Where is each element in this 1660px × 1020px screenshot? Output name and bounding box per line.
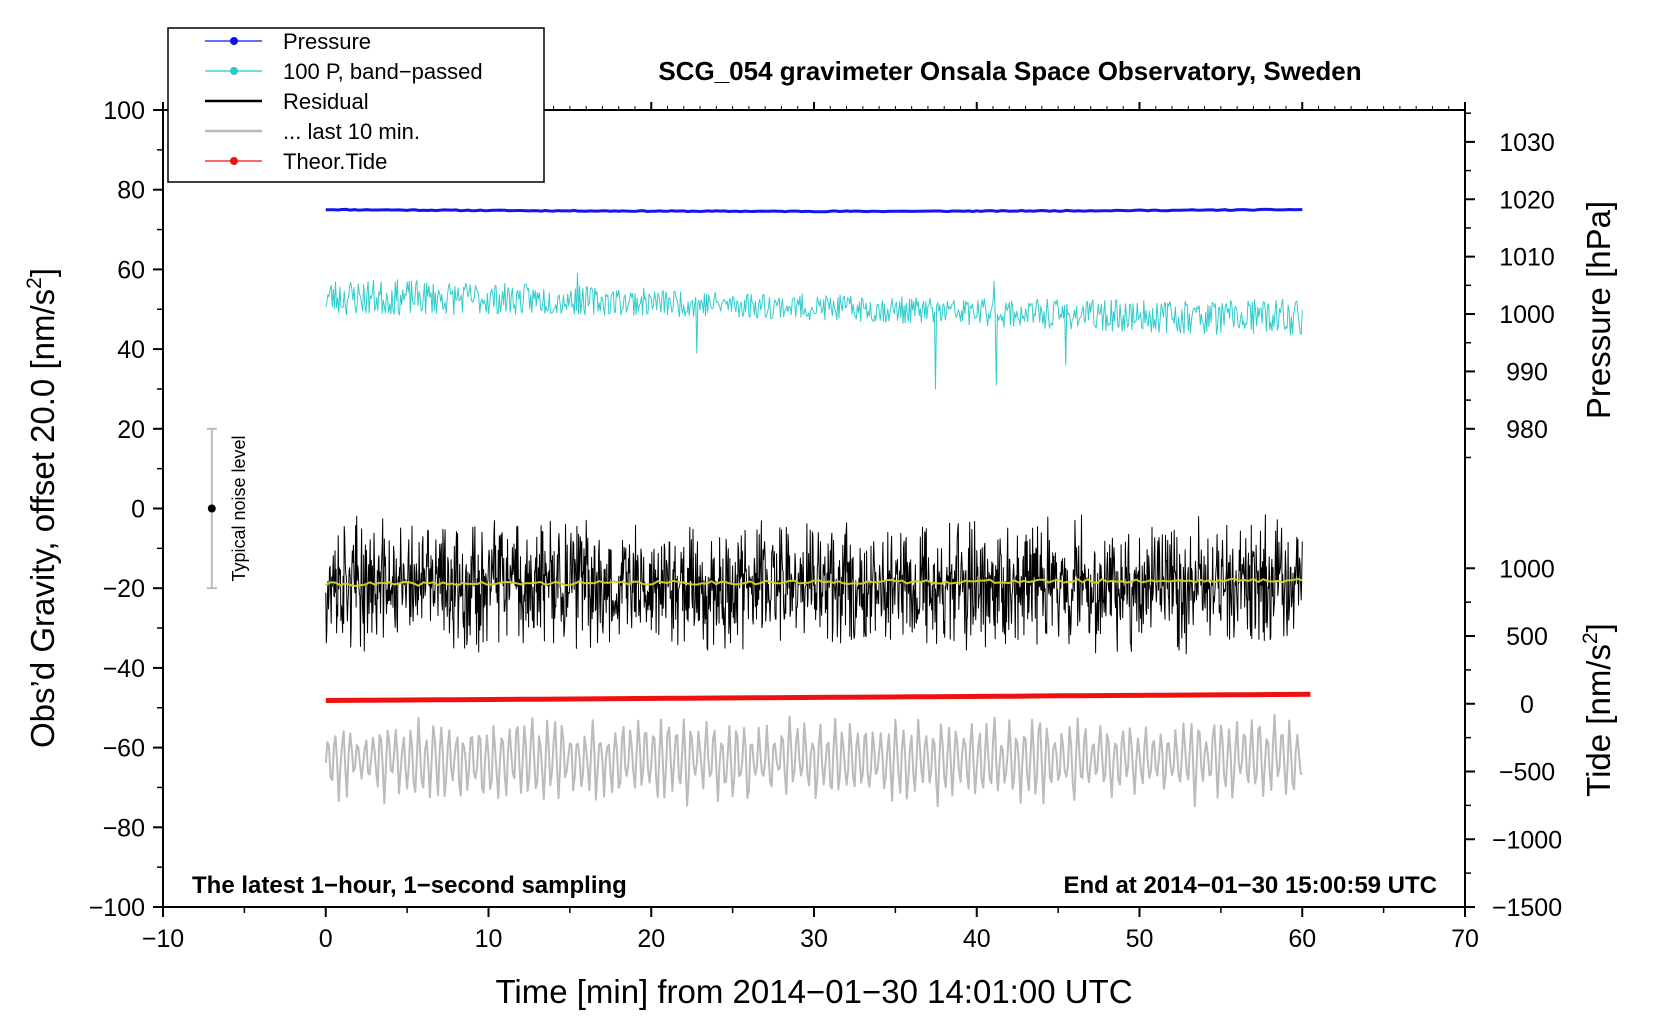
- y-tick-label: −80: [103, 814, 145, 842]
- pressure-tick-label: 1000: [1499, 301, 1555, 329]
- y-tick-label: −20: [103, 575, 145, 603]
- legend-swatch-marker: [230, 37, 238, 45]
- legend-label: ... last 10 min.: [283, 119, 420, 144]
- noise-label: Typical noise level: [229, 435, 249, 581]
- y-tick-label: 60: [117, 256, 145, 284]
- y-tick-label: −40: [103, 655, 145, 683]
- tide-axis-ticks: 1000 500 0 −500 −1000 −1500: [1465, 555, 1562, 922]
- y-axis-ticks: 100 80 60 40 20 0 −20 −40 −60 −80 −100: [89, 97, 163, 922]
- y-tick-label: 0: [131, 496, 145, 524]
- series-pressure-bandpassed: [325, 272, 1303, 390]
- x-axis-label: Time [min] from 2014−01−30 14:01:00 UTC: [495, 973, 1132, 1010]
- tide-axis-label-close: ]: [1580, 623, 1617, 632]
- tide-tick-label: 1000: [1499, 555, 1555, 583]
- y-tick-label: −100: [89, 894, 145, 922]
- tide-axis-label-sup: 2: [1579, 632, 1602, 644]
- x-tick-label: 0: [319, 925, 333, 953]
- y-tick-label: 100: [103, 97, 145, 125]
- y-tick-label: 20: [117, 416, 145, 444]
- annotation-end-time: End at 2014−01−30 15:00:59 UTC: [1063, 872, 1437, 899]
- pressure-tick-label: 1010: [1499, 244, 1555, 272]
- x-tick-label: 30: [800, 925, 828, 953]
- pressure-axis-label: Pressure [hPa]: [1580, 201, 1617, 419]
- noise-bar-center-dot: [207, 504, 216, 513]
- legend-label: Pressure: [283, 29, 371, 54]
- x-tick-label: 40: [963, 925, 991, 953]
- y-tick-label: −60: [103, 735, 145, 763]
- legend-swatch-marker: [230, 67, 238, 75]
- legend-label: Theor.Tide: [283, 149, 387, 174]
- x-tick-label: 70: [1451, 925, 1479, 953]
- legend-box: [167, 27, 545, 183]
- tide-tick-label: 0: [1520, 691, 1534, 719]
- x-axis-ticks: −10 0 10 20 30 40 50 60 70: [142, 102, 1479, 953]
- pressure-axis-ticks: 1030 1020 1010 1000 990 980: [1465, 112, 1555, 459]
- pressure-tick-label: 990: [1506, 358, 1548, 386]
- y-tick-label: 80: [117, 177, 145, 205]
- legend: Pressure 100 P, band−passed Residual ... la…: [167, 27, 545, 183]
- data-series: [324, 207, 1311, 808]
- tide-axis-label: Tide [nm/s2]: [1579, 623, 1617, 797]
- legend-label: 100 P, band−passed: [283, 59, 483, 84]
- plot-frame: [162, 109, 1466, 908]
- legend-label: Residual: [283, 89, 369, 114]
- y-axis-label-close: ]: [24, 268, 61, 277]
- chart-title: SCG_054 gravimeter Onsala Space Observat…: [658, 56, 1361, 86]
- pressure-tick-label: 1020: [1499, 186, 1555, 214]
- tide-tick-label: −1500: [1492, 894, 1562, 922]
- x-tick-label: 10: [475, 925, 503, 953]
- pressure-tick-label: 1030: [1499, 129, 1555, 157]
- series-residual-smoothed: [325, 577, 1303, 587]
- tide-tick-label: 500: [1506, 623, 1548, 651]
- series-pressure: [325, 207, 1303, 214]
- x-tick-label: −10: [142, 925, 184, 953]
- series-theor-tide: [325, 691, 1311, 703]
- x-tick-label: 50: [1126, 925, 1154, 953]
- tide-axis-label-main: Tide [nm/s: [1580, 644, 1617, 797]
- y-axis-label-main: Obs’d Gravity, offset 20.0 [nm/s: [24, 289, 61, 748]
- y-axis-label: Obs’d Gravity, offset 20.0 [nm/s2]: [23, 268, 61, 748]
- y-tick-label: 40: [117, 336, 145, 364]
- x-tick-label: 20: [637, 925, 665, 953]
- noise-indicator: Typical noise level: [206, 427, 249, 590]
- legend-swatch-marker: [230, 157, 238, 165]
- annotation-sampling: The latest 1−hour, 1−second sampling: [192, 872, 627, 899]
- pressure-tick-label: 980: [1506, 416, 1548, 444]
- y-axis-label-sup: 2: [23, 277, 46, 289]
- x-tick-label: 60: [1288, 925, 1316, 953]
- series-residual: [325, 514, 1303, 655]
- series-last-10-min: [324, 713, 1303, 808]
- tide-tick-label: −500: [1499, 759, 1555, 787]
- tide-tick-label: −1000: [1492, 826, 1562, 854]
